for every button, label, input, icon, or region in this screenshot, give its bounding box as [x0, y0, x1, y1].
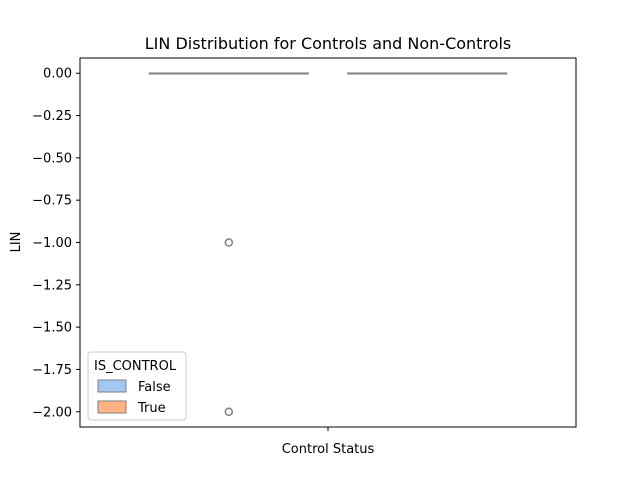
box-false	[148, 72, 309, 417]
axes-frame	[79, 57, 577, 428]
outlier-point	[224, 238, 234, 247]
legend-swatch-false	[97, 379, 127, 393]
outlier-point	[224, 407, 234, 417]
legend-swatch-true	[97, 400, 127, 414]
legend: IS_CONTROL False True	[87, 351, 187, 421]
legend-title: IS_CONTROL	[94, 359, 177, 374]
y-tick-label: −2.00	[32, 405, 72, 420]
legend-label-false: False	[138, 380, 171, 395]
y-tick-label: −0.75	[32, 194, 72, 209]
chart-title: LIN Distribution for Controls and Non-Co…	[145, 34, 512, 53]
x-axis-label: Control Status	[282, 442, 375, 457]
legend-label-true: True	[137, 401, 166, 416]
y-tick-label: −1.00	[32, 236, 72, 251]
y-tick-label: −0.25	[32, 109, 72, 124]
plot-area: 0.00 −0.25 −0.50 −0.75 −1.00 −1.25 −1.50 −1.75 −…	[32, 57, 577, 431]
y-tick-label: −0.50	[32, 151, 72, 166]
y-tick-label: 0.00	[43, 67, 72, 82]
box-true	[347, 72, 508, 75]
y-axis-label: LIN	[9, 232, 24, 253]
y-tick-label: −1.50	[32, 321, 72, 336]
y-tick-label: −1.25	[32, 278, 72, 293]
y-tick-label: −1.75	[32, 363, 72, 378]
